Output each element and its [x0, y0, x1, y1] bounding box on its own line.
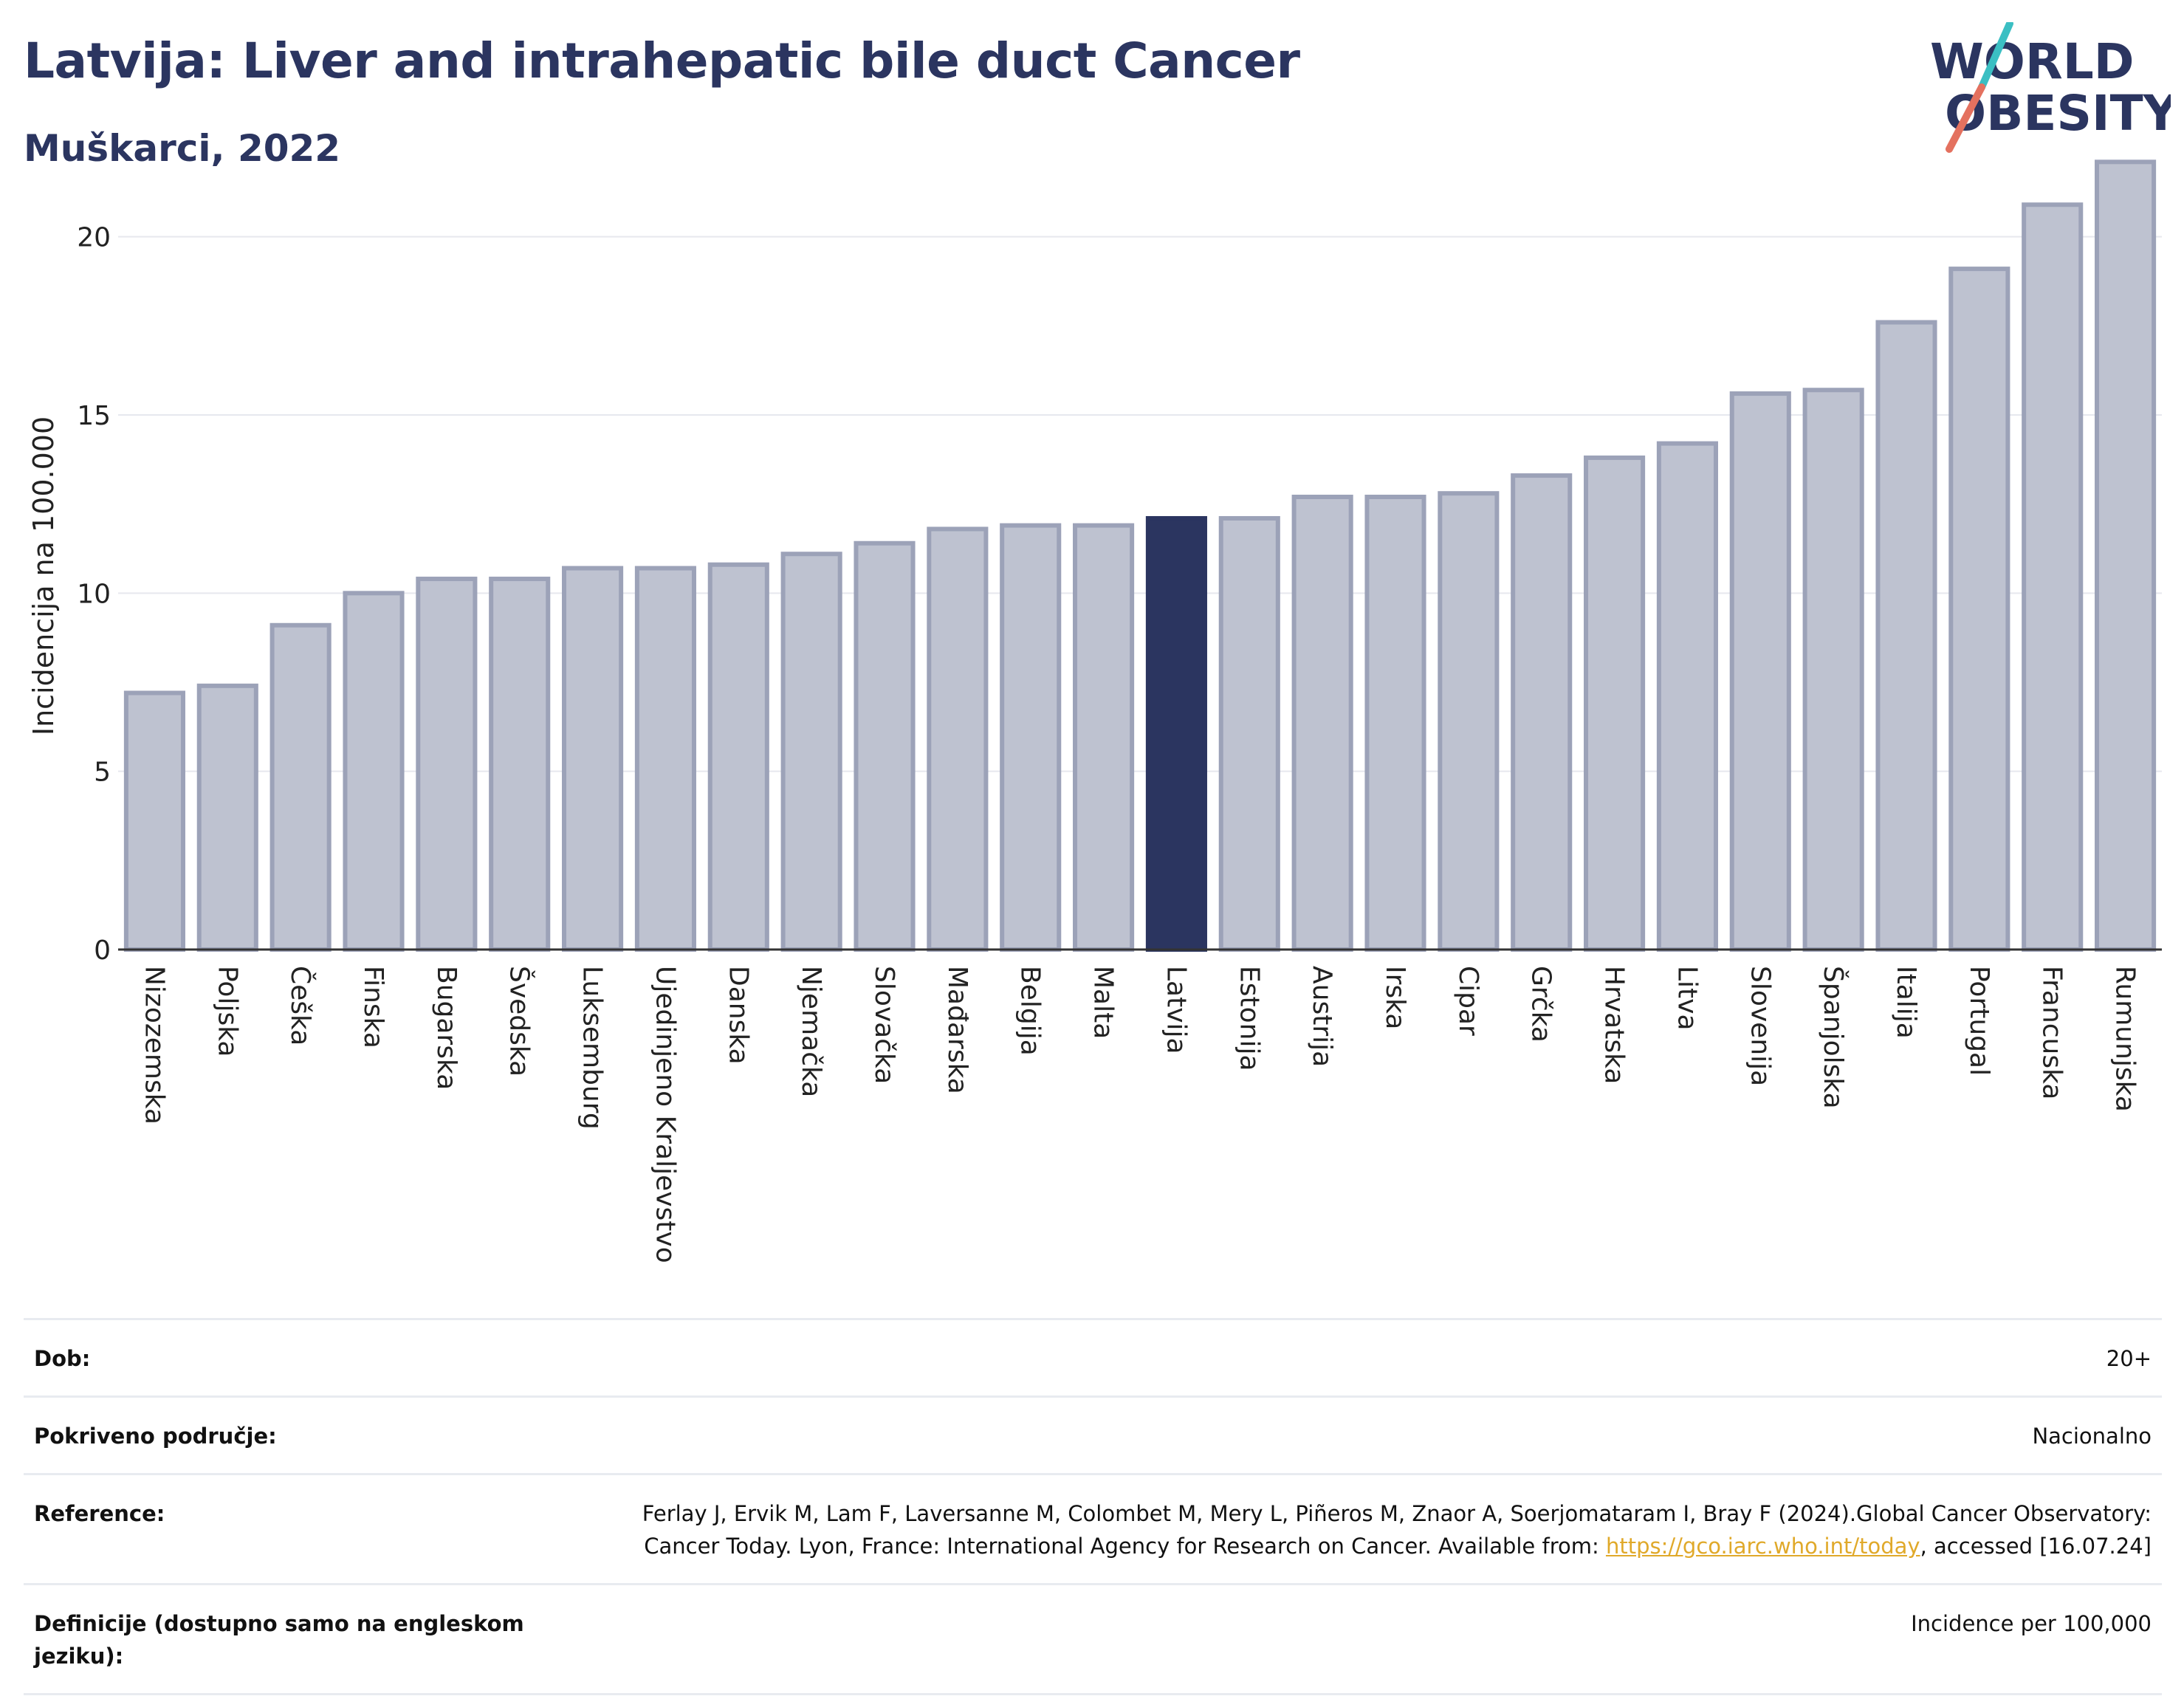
x-tick-label: Hrvatska: [1599, 966, 1630, 1084]
world-obesity-logo: WORLD OBESITY: [1930, 22, 2171, 153]
x-tick-label: Grčka: [1526, 966, 1556, 1043]
logo-slash-teal: [1978, 22, 2013, 91]
bar-švedska: [489, 577, 551, 952]
bar-finska: [343, 591, 405, 952]
reference-accessed: , accessed [16.07.24]: [1920, 1534, 2152, 1559]
reference-link[interactable]: https://gco.iarc.who.int/today: [1605, 1534, 1920, 1559]
meta-row-coverage: Pokriveno područje: Nacionalno: [24, 1395, 2162, 1474]
bar-portugal: [1948, 267, 2010, 952]
meta-label-coverage: Pokriveno područje:: [24, 1395, 561, 1474]
bar-luksemburg: [562, 566, 624, 952]
bar-francuska: [2022, 202, 2084, 952]
x-tick-label: Luksemburg: [577, 966, 608, 1130]
bar-njemačka: [780, 552, 842, 952]
meta-value-coverage: Nacionalno: [561, 1395, 2162, 1474]
logo-slash-coral: [1946, 83, 1985, 153]
y-axis-label: Incidencija na 100.000: [27, 416, 60, 735]
x-tick-label: Francuska: [2037, 966, 2067, 1099]
x-tick-label: Portugal: [1964, 966, 1994, 1076]
bar-italija: [1875, 320, 1937, 952]
x-tick-label: Slovenija: [1745, 966, 1775, 1086]
bar-irska: [1364, 495, 1426, 952]
x-tick-label: Slovačka: [869, 966, 899, 1084]
bar-rumunjska: [2095, 159, 2157, 952]
x-tick-label: Nizozemska: [139, 966, 169, 1125]
y-tick-label: 10: [77, 579, 111, 609]
bar-slovačka: [854, 540, 916, 952]
x-tick-label: Irska: [1380, 966, 1410, 1029]
bar-bugarska: [416, 577, 478, 952]
bar-ujedinjeno-kraljevstvo: [634, 566, 696, 952]
x-tick-label: Poljska: [212, 966, 242, 1057]
chart-title: Latvija: Liver and intrahepatic bile duc…: [24, 32, 1300, 89]
x-tick-label: Italija: [1891, 966, 1921, 1039]
bar-slovenija: [1729, 391, 1791, 952]
bar-austrija: [1291, 495, 1353, 952]
x-tick-label: Njemačka: [796, 966, 826, 1097]
meta-value-definitions: Incidence per 100,000: [561, 1583, 2162, 1695]
bar-cipar: [1438, 491, 1500, 952]
bar-malta: [1073, 523, 1135, 952]
bar-nizozemska: [123, 690, 185, 952]
x-tick-label: Mađarska: [942, 966, 972, 1094]
bar-češka: [269, 622, 332, 952]
bar-danska: [707, 562, 769, 952]
x-tick-label: Latvija: [1161, 966, 1191, 1054]
x-tick-label: Bugarska: [431, 966, 461, 1090]
meta-label-definitions: Definicije (dostupno samo na engleskom j…: [24, 1583, 561, 1695]
bar-mađarska: [927, 526, 989, 952]
bar-latvija: [1145, 515, 1207, 952]
x-tick-label: Ujedinjeno Kraljevstvo: [650, 966, 680, 1263]
bar-belgija: [1000, 523, 1062, 952]
y-tick-label: 20: [77, 223, 111, 253]
x-tick-label: Danska: [723, 966, 753, 1065]
bars: [123, 159, 2157, 952]
x-tick-labels: Nizozemska Poljska Češka Finska Bugarska Šved…: [139, 966, 2140, 1263]
x-tick-label: Švedska: [504, 966, 535, 1077]
bar-estonija: [1218, 515, 1280, 952]
meta-label-age: Dob:: [24, 1318, 561, 1397]
y-tick-label: 15: [77, 401, 111, 431]
y-tick-label: 0: [94, 935, 111, 966]
y-tick-label: 5: [94, 758, 111, 788]
meta-row-definitions: Definicije (dostupno samo na engleskom j…: [24, 1583, 2162, 1695]
y-tick-labels: 0 5 10 15 20: [77, 223, 111, 966]
meta-label-reference: Reference:: [24, 1473, 561, 1585]
bar-španjolska: [1802, 388, 1864, 952]
meta-row-reference: Reference: Ferlay J, Ervik M, Lam F, Lav…: [24, 1473, 2162, 1585]
bar-litva: [1656, 441, 1718, 952]
bar-poljska: [196, 683, 258, 952]
reference-text: Ferlay J, Ervik M, Lam F, Laversanne M, …: [642, 1501, 2152, 1559]
metadata-table: Dob: 20+ Pokriveno područje: Nacionalno …: [24, 1318, 2162, 1695]
meta-value-reference: Ferlay J, Ervik M, Lam F, Laversanne M, …: [561, 1473, 2162, 1585]
bar-hrvatska: [1584, 455, 1646, 952]
x-tick-label: Austrija: [1307, 966, 1337, 1067]
x-tick-label: Belgija: [1015, 966, 1045, 1056]
x-tick-label: Finska: [358, 966, 388, 1048]
logo-text-world: WORLD: [1930, 33, 2135, 90]
x-tick-label: Cipar: [1453, 966, 1483, 1036]
logo-text-obesity: OBESITY: [1945, 85, 2171, 142]
chart-subtitle: Muškarci, 2022: [24, 127, 341, 170]
x-tick-label: Rumunjska: [2110, 966, 2140, 1112]
bar-grčka: [1511, 473, 1573, 952]
x-tick-label: Malta: [1088, 966, 1119, 1039]
x-tick-label: Španjolska: [1818, 966, 1849, 1109]
meta-row-age: Dob: 20+: [24, 1318, 2162, 1397]
x-tick-label: Estonija: [1234, 966, 1264, 1071]
x-tick-label: Litva: [1672, 966, 1702, 1031]
x-tick-label: Češka: [285, 966, 316, 1046]
meta-value-age: 20+: [561, 1318, 2162, 1397]
bar-chart: 0 5 10 15 20 Nizozemska Poljska Češka Finska Bug…: [27, 159, 2162, 1263]
